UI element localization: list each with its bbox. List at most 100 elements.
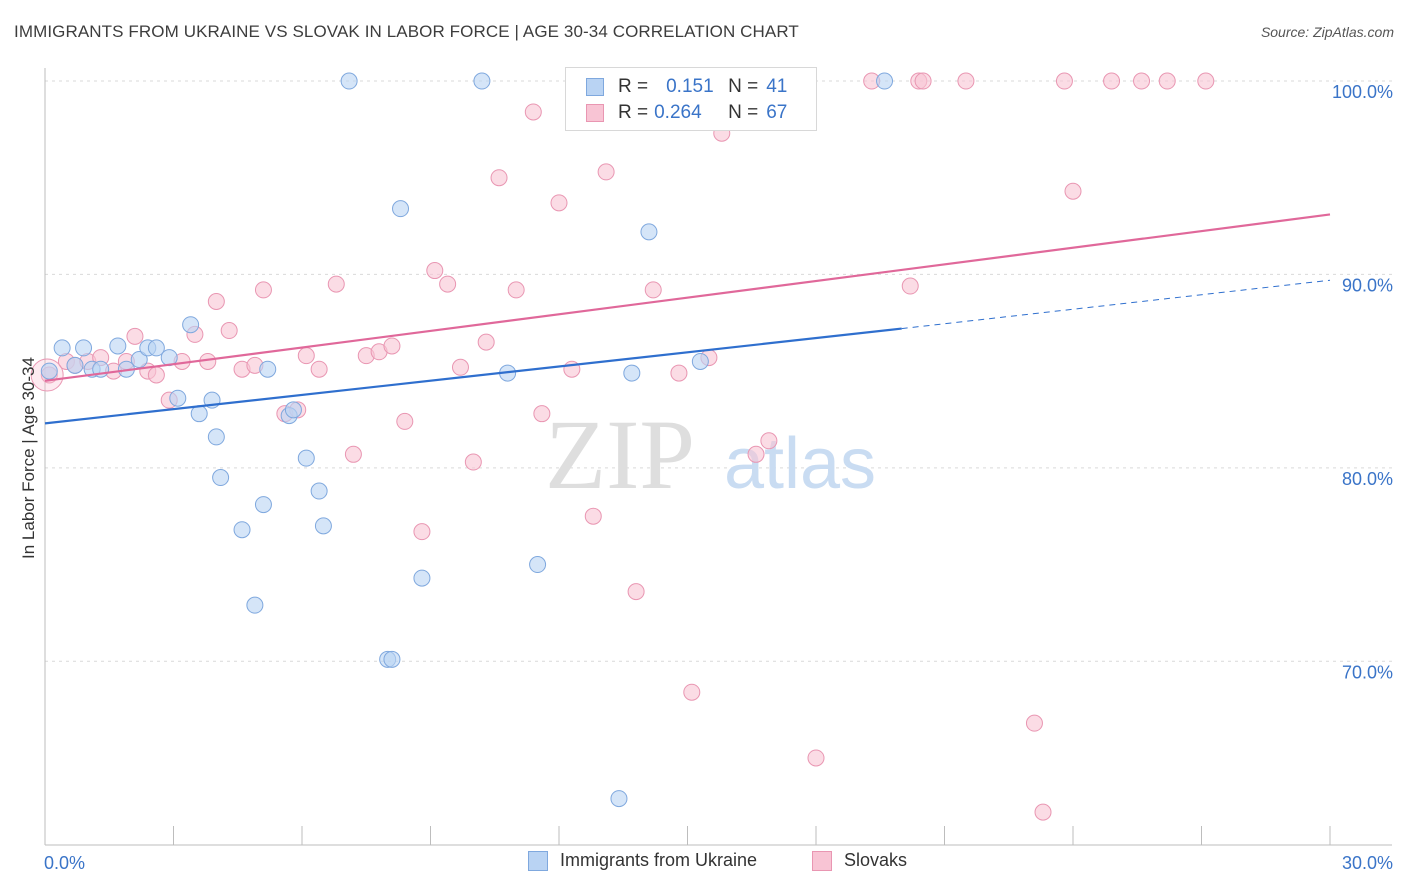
y-tick-label: 70.0% [1342, 662, 1393, 682]
bottom-legend-slovaks: Slovaks [812, 850, 907, 871]
legend-r-label-ukraine: R = [618, 76, 649, 97]
point-slovaks [807, 749, 825, 767]
point-slovaks [1055, 72, 1073, 90]
legend-r-value-ukraine: 0.151 [666, 76, 714, 97]
point-ukraine [246, 596, 264, 614]
point-ukraine [340, 72, 358, 90]
point-ukraine [314, 517, 332, 535]
point-slovaks [383, 337, 401, 355]
watermark-atlas: atlas [724, 424, 876, 504]
point-ukraine [40, 362, 58, 380]
point-ukraine [259, 360, 277, 378]
point-slovaks [327, 275, 345, 293]
point-ukraine [310, 482, 328, 500]
bottom-legend-swatch-slovaks [812, 850, 832, 871]
point-slovaks [957, 72, 975, 90]
point-slovaks [914, 72, 932, 90]
point-slovaks [477, 333, 495, 351]
point-slovaks [1158, 72, 1176, 90]
point-slovaks [683, 683, 701, 701]
point-slovaks [597, 163, 615, 181]
point-ukraine [182, 316, 200, 334]
trend-line-slovaks [44, 213, 1331, 382]
point-slovaks [310, 360, 328, 378]
point-slovaks [670, 364, 688, 382]
point-slovaks [747, 445, 765, 463]
point-slovaks [344, 445, 362, 463]
bottom-legend-label-slovaks: Slovaks [844, 850, 908, 870]
point-slovaks [584, 507, 602, 525]
point-ukraine [691, 352, 709, 370]
legend-swatch-ukraine [586, 78, 604, 96]
point-slovaks [220, 322, 238, 340]
point-slovaks [126, 327, 144, 345]
trend-lines [44, 213, 1331, 425]
point-slovaks [550, 194, 568, 212]
point-ukraine [212, 469, 230, 487]
x-tick-label-max: 30.0% [1342, 853, 1393, 873]
point-ukraine [640, 223, 658, 241]
point-ukraine [284, 401, 302, 419]
point-slovaks [901, 277, 919, 295]
point-slovaks [507, 281, 525, 299]
point-ukraine [610, 790, 628, 808]
correlation-legend: R = 0.151 N = 41 R = 0.264 N = 67 [565, 67, 817, 131]
legend-n-value-ukraine: 41 [766, 76, 788, 97]
point-slovaks [254, 281, 272, 299]
legend-r-value-slovaks: 0.264 [654, 102, 702, 123]
point-slovaks [426, 262, 444, 280]
point-ukraine [233, 521, 251, 539]
point-slovaks [1103, 72, 1121, 90]
point-ukraine [392, 200, 410, 218]
point-slovaks [644, 281, 662, 299]
point-ukraine [623, 364, 641, 382]
trend-line-ukraine [44, 327, 902, 425]
axis-layer [44, 68, 1392, 846]
point-slovaks [1025, 714, 1043, 732]
point-ukraine [53, 339, 71, 357]
point-slovaks [627, 583, 645, 601]
series-ukraine-points [40, 72, 894, 808]
point-ukraine [297, 449, 315, 467]
point-ukraine [254, 496, 272, 514]
legend-row-slovaks: R = 0.264 N = 67 [586, 101, 787, 125]
point-slovaks [1034, 803, 1052, 821]
legend-n-label-slovaks: N = [728, 102, 759, 123]
point-ukraine [383, 650, 401, 668]
legend-n-label-ukraine: N = [728, 76, 759, 97]
point-slovaks [1197, 72, 1215, 90]
legend-swatch-slovaks [586, 104, 604, 122]
watermark-zip: ZIP [545, 399, 695, 510]
point-ukraine [529, 556, 547, 574]
y-tick-label: 100.0% [1332, 82, 1393, 102]
point-slovaks [439, 275, 457, 293]
point-slovaks [1064, 182, 1082, 200]
point-ukraine [190, 405, 208, 423]
source-credit: Source: ZipAtlas.com [1260, 24, 1394, 40]
point-slovaks [490, 169, 508, 187]
point-slovaks [524, 103, 542, 121]
point-slovaks [297, 347, 315, 365]
point-ukraine [169, 389, 187, 407]
point-slovaks [451, 358, 469, 376]
bottom-legend-swatch-ukraine [528, 850, 548, 871]
point-slovaks [413, 523, 431, 541]
point-slovaks [533, 405, 551, 423]
point-slovaks [760, 432, 778, 450]
legend-row-ukraine: R = 0.151 N = 41 [586, 75, 787, 99]
legend-r-label-slovaks: R = [618, 102, 649, 123]
point-slovaks [147, 366, 165, 384]
bottom-legend-ukraine: Immigrants from Ukraine [528, 850, 757, 871]
watermark: ZIP atlas [545, 399, 876, 510]
point-ukraine [66, 356, 84, 374]
y-tick-label: 80.0% [1342, 469, 1393, 489]
point-ukraine [473, 72, 491, 90]
point-slovaks [464, 453, 482, 471]
point-ukraine [413, 569, 431, 587]
y-tick-label: 90.0% [1342, 275, 1393, 295]
chart-title: IMMIGRANTS FROM UKRAINE VS SLOVAK IN LAB… [14, 22, 799, 41]
point-ukraine [207, 428, 225, 446]
point-slovaks [396, 412, 414, 430]
point-ukraine [75, 339, 93, 357]
